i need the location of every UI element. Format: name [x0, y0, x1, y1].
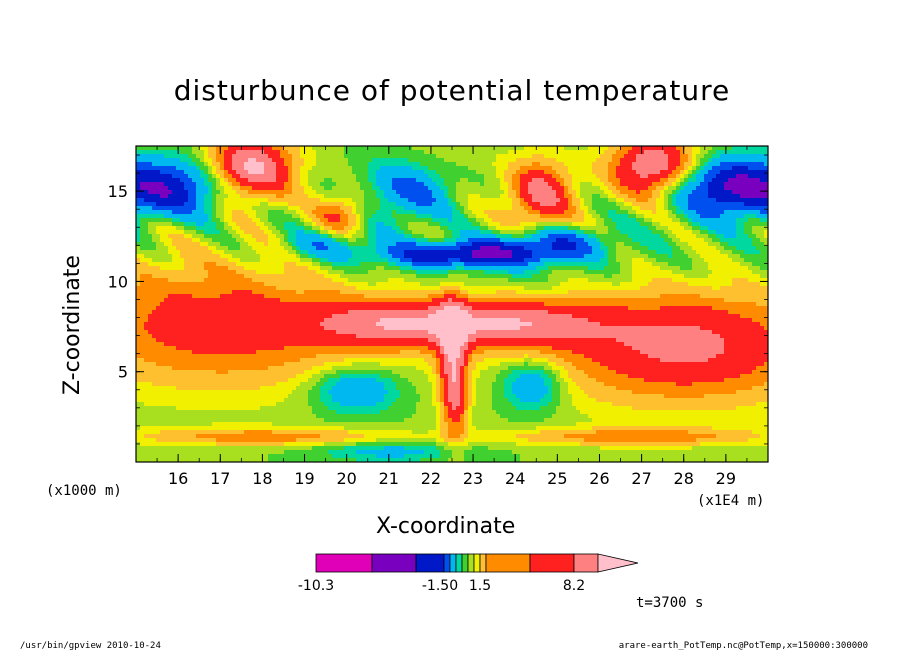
x-tick-label: 23	[463, 469, 483, 488]
colorbar-segment	[371, 553, 417, 573]
y-tick-label: 10	[108, 272, 128, 291]
x-unit-note: (x1000 m)	[46, 483, 122, 499]
colorbar-label: 1.5	[469, 578, 491, 594]
x-tick-label: 25	[547, 469, 567, 488]
x-tick-label: 24	[505, 469, 525, 488]
colorbar-segment	[485, 553, 531, 573]
y-axis-label: Z-coordinate	[60, 255, 85, 395]
x-axis: 16 17 18 19 20 21 22 23 24 25 26 27 28 29	[135, 146, 769, 488]
footer-command: /usr/bin/gpview 2010-10-24	[20, 641, 161, 651]
y-tick-label: 5	[118, 363, 128, 382]
colorbar-segment	[461, 553, 469, 573]
x-tick-label: 28	[674, 469, 694, 488]
colorbar-label: 8.2	[563, 578, 585, 594]
x-tick-label: 16	[168, 469, 188, 488]
colorbar-segment	[443, 553, 451, 573]
colorbar-label: -1.50	[422, 578, 458, 594]
colorbar-segment	[315, 553, 373, 573]
x-tick-label: 18	[252, 469, 272, 488]
x-tick-label: 26	[589, 469, 609, 488]
x-axis-label: X-coordinate	[376, 514, 516, 539]
x-tick-label: 21	[379, 469, 399, 488]
colorbar-segment	[573, 553, 599, 573]
colorbar-segment	[473, 553, 481, 573]
x-tick-label: 19	[294, 469, 314, 488]
colorbar-label: -10.3	[298, 578, 334, 594]
colorbar-segment	[415, 553, 445, 573]
x-tick-label: 22	[421, 469, 441, 488]
colorbar: -10.3 -1.50 1.5 8.2	[298, 553, 639, 594]
colorbar-segment	[467, 553, 475, 573]
colorbar-segment	[455, 553, 463, 573]
colorbar-segment	[529, 553, 575, 573]
footer-source: arare-earth_PotTemp.nc@PotTemp,x=150000:…	[618, 641, 868, 651]
colorbar-segment	[449, 553, 457, 573]
y-tick-label: 15	[108, 182, 128, 201]
contour-field	[136, 146, 768, 462]
x-scale-note: (x1E4 m)	[697, 493, 765, 509]
x-tick-label: 17	[210, 469, 230, 488]
chart-title: disturbunce of potential temperature	[173, 74, 731, 107]
x-tick-label: 29	[716, 469, 736, 488]
y-axis: 5 10 15	[108, 154, 768, 445]
x-tick-label: 20	[336, 469, 356, 488]
colorbar-segment	[479, 553, 487, 573]
colorbar-extend-arrow	[597, 553, 639, 573]
x-tick-label: 27	[631, 469, 651, 488]
time-label: t=3700 s	[636, 595, 704, 611]
